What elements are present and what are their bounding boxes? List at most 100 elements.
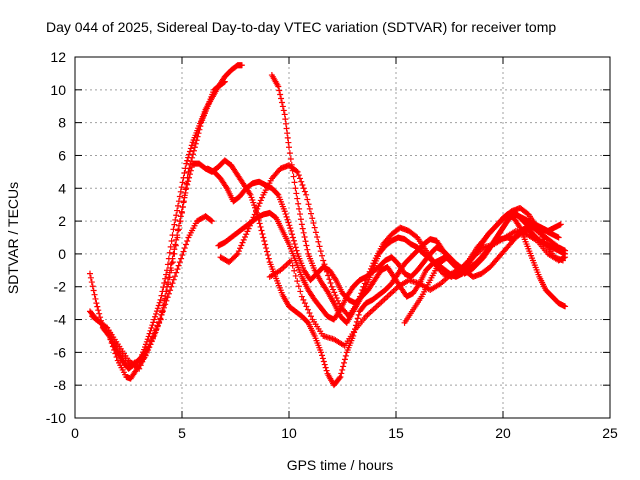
data-point-1-77: [191, 144, 198, 151]
data-point-3-52: [166, 269, 173, 276]
data-point-7-89: [286, 222, 293, 229]
data-point-0-10: [96, 310, 103, 317]
data-point-5-10: [278, 95, 285, 102]
data-point-8-25: [248, 219, 255, 226]
data-point-1-112: [221, 78, 228, 85]
y-tick-label-2: -6: [54, 344, 67, 360]
data-point-8-73: [306, 205, 313, 212]
data-point-7-85: [282, 211, 289, 218]
data-point-1-80: [194, 133, 201, 140]
data-point-3-31: [140, 355, 147, 362]
data-point-4-139: [355, 311, 362, 318]
y-tick-label-10: 10: [50, 82, 66, 98]
data-point-8-30: [254, 205, 261, 212]
data-point-7-76: [274, 190, 281, 197]
data-point-5-39: [302, 238, 309, 245]
data-point-8-115: [358, 290, 365, 297]
data-point-8-13: [233, 252, 240, 259]
data-point-4-33: [258, 227, 265, 234]
data-point-3-37: [149, 334, 156, 341]
data-point-3-70: [183, 185, 190, 192]
y-tick-label-3: -4: [54, 312, 67, 328]
data-point-8-95: [333, 294, 340, 301]
data-point-4-122: [340, 363, 347, 370]
data-point-0-8: [94, 303, 101, 310]
data-point-7-92: [289, 231, 296, 238]
data-point-0-92: [171, 221, 178, 228]
data-point-8-70: [303, 191, 310, 198]
data-point-2-71: [169, 280, 176, 287]
data-point-0-81: [161, 279, 168, 286]
data-point-5-34: [297, 216, 304, 223]
data-point-3-34: [145, 344, 152, 351]
series-6: [215, 208, 562, 323]
data-point-4-99: [319, 352, 326, 359]
data-point-4-36: [261, 238, 268, 245]
data-point-1-81: [195, 130, 202, 137]
data-point-2-74: [173, 269, 180, 276]
series-0: [86, 62, 245, 372]
data-point-8-64: [295, 172, 302, 179]
data-point-8-24: [246, 222, 253, 229]
data-point-2-79: [179, 252, 186, 259]
data-point-9-196: [562, 254, 569, 261]
data-point-3-65: [178, 208, 185, 215]
data-point-3-41: [156, 320, 163, 327]
x-tick-label-0: 0: [71, 425, 79, 441]
data-point-9-19: [295, 283, 302, 290]
data-point-3-43: [158, 311, 165, 318]
data-point-5-26: [290, 173, 297, 180]
data-point-0-73: [153, 308, 160, 315]
y-tick-label-9: 8: [58, 115, 66, 131]
data-point-0-68: [149, 322, 156, 329]
data-point-3-58: [172, 241, 179, 248]
data-point-0-63: [144, 336, 151, 343]
data-point-0-11: [97, 314, 104, 321]
data-point-0-95: [174, 207, 181, 214]
y-tick-label-0: -10: [46, 410, 66, 426]
data-point-4-124: [341, 356, 348, 363]
data-point-3-66: [179, 204, 186, 211]
data-point-8-21: [243, 231, 250, 238]
data-point-8-94: [332, 292, 339, 299]
data-point-8-14: [234, 250, 241, 257]
data-point-8-96: [334, 297, 341, 304]
data-point-3-64: [177, 213, 184, 220]
data-point-8-93: [331, 289, 338, 296]
data-point-6-371: [555, 234, 562, 241]
data-point-5-16: [282, 120, 289, 127]
data-point-0-103: [181, 170, 188, 177]
data-point-4-39: [263, 248, 270, 255]
data-point-3-55: [169, 255, 176, 262]
data-point-5-30: [294, 195, 301, 202]
data-point-8-26: [249, 217, 256, 224]
data-point-3-68: [181, 194, 188, 201]
y-tick-label-4: -2: [54, 279, 67, 295]
data-point-0-85: [164, 261, 171, 268]
data-point-3-47: [162, 293, 169, 300]
data-point-5-20: [285, 139, 292, 146]
data-point-0-99: [177, 188, 184, 195]
data-point-5-29: [293, 190, 300, 197]
data-point-2-81: [181, 245, 188, 252]
data-point-8-79: [314, 234, 321, 241]
data-point-8-17: [238, 242, 245, 249]
data-point-0-2: [88, 279, 95, 286]
data-point-5-22: [286, 150, 293, 157]
x-tick-label-3: 15: [388, 425, 404, 441]
data-point-8-69: [301, 188, 308, 195]
data-point-4-102: [321, 361, 328, 368]
data-point-8-23: [245, 225, 252, 232]
data-point-9-20: [297, 288, 304, 295]
data-point-8-67: [299, 181, 306, 188]
data-point-5-21: [286, 144, 292, 151]
data-point-8-84: [320, 257, 327, 264]
data-point-5-37: [300, 229, 307, 236]
data-point-8-120: [364, 274, 371, 281]
data-point-4-101: [320, 358, 327, 365]
data-point-7-87: [284, 216, 291, 223]
data-point-2-76: [175, 262, 182, 269]
data-point-0-100: [178, 184, 185, 191]
data-point-8-19: [240, 236, 247, 243]
data-point-1-78: [192, 140, 199, 147]
